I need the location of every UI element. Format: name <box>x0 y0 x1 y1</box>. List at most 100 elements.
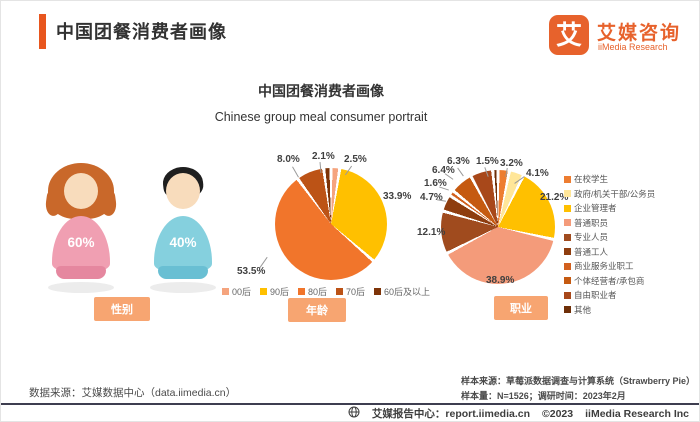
age-label-90s: 33.9% <box>383 191 412 202</box>
legend-marker <box>336 288 344 295</box>
legend-marker <box>259 288 267 295</box>
legend-label: 政府/机关干部/公务员 <box>574 188 656 199</box>
legend-marker <box>564 277 571 284</box>
sample-info-line: 样本量：N=1526；调研时间：2023年2月 <box>461 391 626 401</box>
legend-label: 在校学生 <box>574 174 609 184</box>
legend-item: 个体经营者/承包商 <box>564 275 655 287</box>
legend-item: 自由职业者 <box>564 289 655 301</box>
male-torso-base <box>158 266 208 279</box>
legend-item: 70后 <box>336 285 365 298</box>
age-pie-chart <box>275 168 387 280</box>
legend-label: 普通职员 <box>574 217 609 228</box>
legend-marker <box>374 288 382 295</box>
occ-label-government: 4.1% <box>526 168 549 179</box>
chart-title-en: Chinese group meal consumer portrait <box>214 110 428 124</box>
occ-label-student: 3.2% <box>500 158 523 169</box>
gender-badge: 性别 <box>94 297 150 321</box>
chart-title-cn: 中国团餐消费者画像 <box>258 83 384 99</box>
legend-marker <box>564 219 571 226</box>
female-torso-base <box>56 266 106 279</box>
age-badge: 年龄 <box>288 298 346 322</box>
legend-label: 普通工人 <box>574 246 609 257</box>
legend-label: 90后 <box>269 287 289 297</box>
age-label-70s: 8.0% <box>277 154 300 165</box>
legend-label: 70后 <box>346 287 366 297</box>
occ-label-worker: 4.7% <box>420 192 443 203</box>
legend-marker <box>564 190 571 197</box>
legend-label: 个体经营者/承包商 <box>574 275 645 286</box>
legend-marker <box>221 288 229 295</box>
female-head <box>64 173 98 209</box>
age-label-80s: 53.5% <box>237 266 266 277</box>
age-legend: 00后 90后 80后 70后 60后及以上 <box>221 285 430 298</box>
legend-item: 在校学生 <box>564 173 655 185</box>
legend-label: 60后及以上 <box>384 287 431 297</box>
legend-label: 80后 <box>308 287 328 297</box>
chart-title-block: 中国团餐消费者画像 Chinese group meal consumer po… <box>1 81 641 124</box>
occ-label-service: 1.6% <box>424 178 447 189</box>
legend-label: 商业服务业职工 <box>574 261 634 271</box>
leader-line <box>319 161 322 174</box>
logo-name-cn: 艾媒咨询 <box>597 23 682 44</box>
page-title: 中国团餐消费者画像 <box>56 22 227 42</box>
globe-icon <box>348 406 360 421</box>
occupation-badge: 职业 <box>494 296 548 320</box>
age-label-60s: 2.1% <box>312 151 335 162</box>
legend-item: 专业人员 <box>564 231 655 243</box>
legend-label: 企业管理者 <box>574 203 617 213</box>
occ-label-self-employed: 6.4% <box>432 165 455 176</box>
company-text: iiMedia Research Inc <box>585 407 689 420</box>
occ-label-other: 1.5% <box>476 156 499 167</box>
gender-section: 60% 40% 性别 <box>41 149 221 321</box>
footer-divider <box>1 403 699 405</box>
legend-marker <box>298 288 305 295</box>
legend-item: 企业管理者 <box>564 202 655 214</box>
occ-label-manager: 21.2% <box>540 192 569 203</box>
sample-note: 样本来源：草莓派数据调查与计算系统（Strawberry Pie） 样本量：N=… <box>461 374 695 404</box>
report-center-text: 艾媒报告中心：report.iimedia.cn <box>371 408 530 420</box>
legend-item: 普通工人 <box>564 246 655 258</box>
legend-marker <box>564 175 571 183</box>
legend-label: 自由职业者 <box>574 290 617 300</box>
occupation-legend: 在校学生 政府/机关干部/公务员 企业管理者 普通职员 专业人员 普通工人 商业… <box>564 173 655 316</box>
legend-item: 其他 <box>564 304 655 316</box>
legend-item: 商业服务业职工 <box>564 260 655 272</box>
copyright-text: ©2023 <box>542 407 574 420</box>
male-head <box>166 173 200 209</box>
iimedia-logo-icon: 艾 <box>549 15 589 55</box>
male-percentage: 40% <box>169 235 197 250</box>
legend-marker <box>564 248 571 255</box>
footer-bar: 艾媒报告中心：report.iimedia.cn ©2023 iiMedia R… <box>348 406 689 421</box>
logo-name-en: iiMedia Research <box>598 42 668 52</box>
legend-item: 60后及以上 <box>374 285 430 298</box>
legend-item: 普通职员 <box>564 217 655 229</box>
legend-marker <box>564 233 571 241</box>
legend-marker <box>564 306 571 313</box>
legend-label: 00后 <box>231 287 251 297</box>
leader-line <box>292 166 299 178</box>
data-source-note: 数据来源：艾媒数据中心（data.iimedia.cn） <box>29 387 237 399</box>
sample-source-line: 样本来源：草莓派数据调查与计算系统（Strawberry Pie） <box>461 376 696 386</box>
legend-item: 00后 <box>221 285 251 298</box>
occ-label-freelancer: 6.3% <box>447 156 470 167</box>
legend-marker <box>564 291 571 299</box>
legend-item: 政府/机关干部/公务员 <box>564 188 655 200</box>
occupation-pie-chart <box>441 170 555 284</box>
legend-item: 90后 <box>259 285 289 298</box>
figure-shadow <box>48 282 114 293</box>
age-chart-section: 2.5% 33.9% 53.5% 8.0% 2.1% 00后 90后 80后 7… <box>221 141 430 326</box>
legend-label: 专业人员 <box>574 232 609 242</box>
occ-label-professional: 12.1% <box>417 227 446 238</box>
leader-line <box>457 167 464 177</box>
legend-item: 80后 <box>298 285 327 298</box>
legend-marker <box>564 204 571 212</box>
legend-label: 其他 <box>574 304 592 315</box>
female-figure: 60% <box>45 163 117 301</box>
occ-label-employee: 38.9% <box>486 275 515 286</box>
female-percentage: 60% <box>67 235 95 250</box>
occupation-chart-section: 3.2% 4.1% 21.2% 38.9% 12.1% 4.7% 1.6% 6.… <box>416 141 699 331</box>
legend-marker <box>564 262 571 270</box>
male-figure: 40% <box>147 163 219 301</box>
figure-shadow <box>150 282 216 293</box>
